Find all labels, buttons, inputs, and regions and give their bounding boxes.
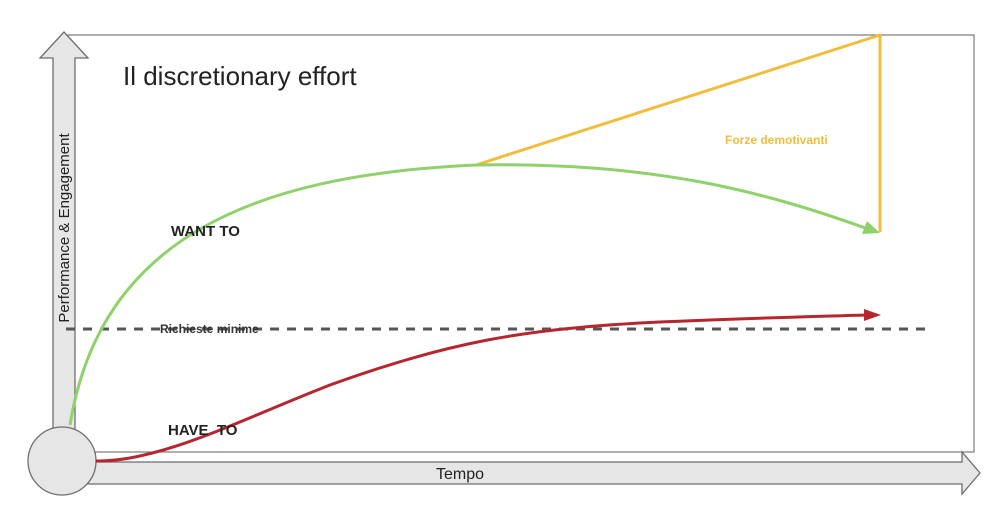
have-to-label: HAVE TO: [168, 422, 238, 439]
demotivating-forces-label: Forze demotivanti: [725, 133, 828, 147]
have-to-curve: [95, 313, 867, 463]
want-to-arrowhead: [862, 221, 880, 234]
origin-circle: [27, 426, 97, 496]
want-to-label: WANT TO: [171, 223, 240, 240]
y-axis-arrow: [38, 31, 90, 441]
diagram-title: Il discretionary effort: [123, 61, 357, 91]
demotivating-forces-triangle: [475, 33, 882, 232]
minimum-requirements-label: Richieste minime: [160, 322, 259, 336]
x-axis-arrow: [87, 450, 981, 496]
diagram-frame: [65, 34, 975, 453]
x-axis-label: Tempo: [436, 466, 484, 483]
y-axis-label: Performance & Engagement: [56, 133, 73, 323]
want-to-curve: [68, 163, 869, 426]
have-to-arrowhead: [864, 309, 881, 321]
